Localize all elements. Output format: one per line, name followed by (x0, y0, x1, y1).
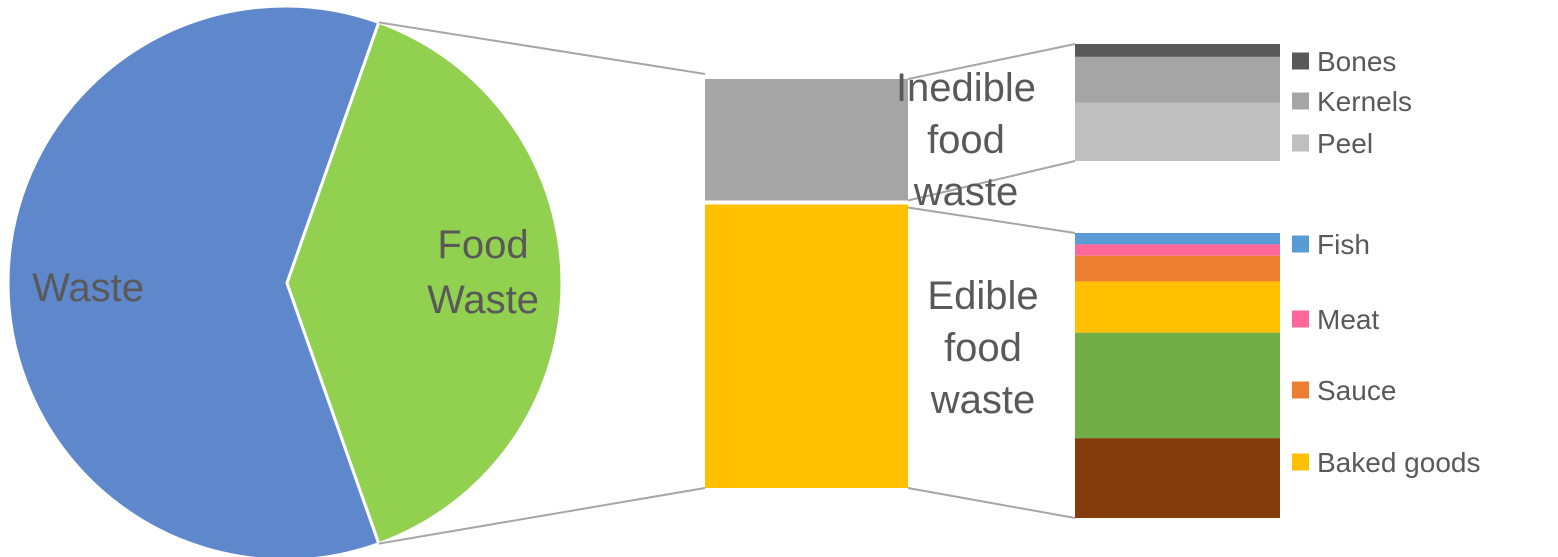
connector-edible-bottom (907, 487, 1076, 519)
label-edible-food-waste-line: food (944, 326, 1022, 370)
food-waste-bar (705, 79, 908, 488)
legend-label-meat: Meat (1317, 304, 1379, 335)
legend-item-bones: Bones (1292, 46, 1396, 77)
inedible-segment-peel (1075, 102, 1280, 161)
legend-swatch-fish (1292, 235, 1309, 253)
legend-label-peel: Peel (1317, 128, 1373, 159)
label-inedible-food-waste-line: food (927, 118, 1005, 162)
bar-edible-food-waste (705, 204, 908, 488)
connector-inedible-top (907, 43, 1076, 80)
legend-swatch-kernels (1292, 92, 1309, 110)
pie-slice-waste (6, 4, 381, 557)
chart-labels: Waste Food Waste Inedible food waste Edible foo… (32, 66, 1039, 422)
legend-label-kernels: Kernels (1317, 86, 1412, 117)
label-edible-food-waste-line: Edible (927, 274, 1038, 318)
edible-segment-sauce (1075, 255, 1280, 282)
edible-segment-item-5 (1075, 438, 1280, 518)
label-edible-food-waste-line: waste (930, 378, 1036, 422)
edible-segment-item-4 (1075, 332, 1280, 439)
pie-chart (6, 4, 564, 557)
label-food-waste-line: Waste (427, 278, 539, 322)
legend-swatch-baked-goods (1292, 453, 1309, 471)
legend-label-sauce: Sauce (1317, 375, 1396, 406)
connector-edible-top (907, 206, 1076, 234)
legend-item-meat: Meat (1292, 304, 1379, 335)
legend-label-fish: Fish (1317, 229, 1370, 260)
chart-legend: Bones Kernels Peel Fish Meat Sauce Baked goods (1292, 46, 1480, 478)
legend-label-baked-goods: Baked goods (1317, 447, 1480, 478)
legend-item-kernels: Kernels (1292, 86, 1412, 117)
label-waste: Waste (32, 266, 144, 310)
legend-item-peel: Peel (1292, 128, 1373, 159)
edible-segment-baked-goods (1075, 281, 1280, 333)
connector-pie-bottom (378, 487, 706, 545)
legend-swatch-sauce (1292, 381, 1309, 399)
legend-swatch-peel (1292, 134, 1309, 152)
edible-segment-meat (1075, 244, 1280, 256)
label-waste-line: Waste (32, 266, 144, 310)
label-inedible-food-waste-line: waste (913, 170, 1019, 214)
legend-swatch-bones (1292, 52, 1309, 70)
label-food-waste: Food Waste (427, 223, 539, 322)
inedible-segment-kernels (1075, 56, 1280, 103)
breakdown-bars (1075, 44, 1280, 518)
legend-swatch-meat (1292, 310, 1309, 328)
connector-lines (378, 21, 1076, 545)
connector-pie-top (378, 21, 706, 75)
label-food-waste-line: Food (437, 223, 528, 267)
pie-slice-food-waste (285, 20, 564, 546)
legend-item-fish: Fish (1292, 229, 1370, 260)
label-inedible-food-waste-line: Inedible (896, 66, 1036, 110)
edible-segment-fish (1075, 233, 1280, 245)
bar-inedible-food-waste (705, 79, 908, 201)
label-inedible-food-waste: Inedible food waste (896, 66, 1036, 214)
inedible-segment-bones (1075, 44, 1280, 57)
legend-item-baked-goods: Baked goods (1292, 447, 1480, 478)
legend-label-bones: Bones (1317, 46, 1396, 77)
legend-item-sauce: Sauce (1292, 375, 1396, 406)
label-edible-food-waste: Edible food waste (927, 274, 1038, 422)
connector-inedible-bottom (907, 160, 1076, 202)
